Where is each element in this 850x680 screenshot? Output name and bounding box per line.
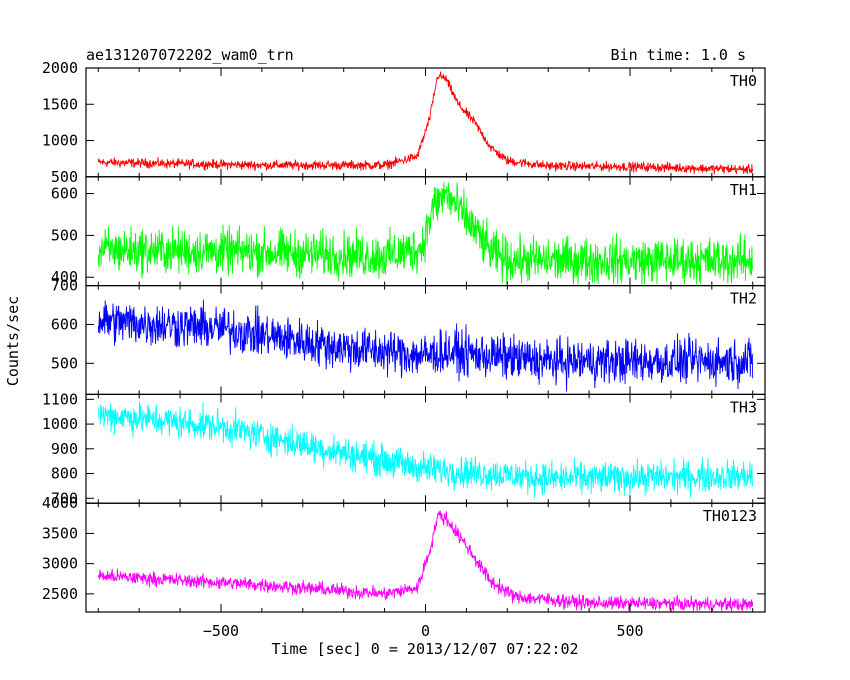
y-tick-label: 500 <box>51 226 78 244</box>
y-tick-label: 900 <box>51 440 78 458</box>
panel-label-TH1: TH1 <box>730 181 757 199</box>
panel-label-TH0123: TH0123 <box>703 507 757 525</box>
x-tick-label: 500 <box>616 622 643 640</box>
y-tick-label: 500 <box>51 168 78 186</box>
panel-frame-TH0 <box>85 67 766 178</box>
y-tick-label: 4000 <box>42 494 78 512</box>
y-tick-label: 1500 <box>42 95 78 113</box>
chart-title: ae131207072202_wam0_trn <box>86 46 294 64</box>
panel-frame-TH3 <box>85 393 766 504</box>
x-axis-label: Time [sec] 0 = 2013/12/07 07:22:02 <box>271 640 578 658</box>
panel-label-TH3: TH3 <box>730 398 757 416</box>
series-TH1 <box>97 182 754 285</box>
y-tick-label: 3500 <box>42 524 78 542</box>
y-tick-label: 1100 <box>42 390 78 408</box>
y-tick-label: 700 <box>51 489 78 507</box>
panel-label-TH2: TH2 <box>730 290 757 308</box>
y-tick-label: 3000 <box>42 555 78 573</box>
y-tick-label: 2500 <box>42 585 78 603</box>
y-tick-label: 1000 <box>42 415 78 433</box>
series-TH0 <box>97 71 754 175</box>
y-tick-label: 400 <box>51 268 78 286</box>
series-TH2 <box>97 299 754 392</box>
y-tick-label: 700 <box>51 277 78 295</box>
series-TH3 <box>97 401 754 499</box>
y-tick-label: 500 <box>51 354 78 372</box>
y-tick-label: 600 <box>51 315 78 333</box>
series-TH0123 <box>97 510 754 612</box>
y-tick-label: 2000 <box>42 59 78 77</box>
y-axis-label: Counts/sec <box>4 296 22 386</box>
panel-frame-TH0123 <box>85 502 766 613</box>
y-tick-label: 800 <box>51 465 78 483</box>
panel-label-TH0: TH0 <box>730 72 757 90</box>
x-tick-label: −500 <box>203 622 239 640</box>
bin-time-label: Bin time: 1.0 s <box>611 46 746 64</box>
x-tick-label: 0 <box>421 622 430 640</box>
y-tick-label: 600 <box>51 185 78 203</box>
y-tick-label: 1000 <box>42 132 78 150</box>
